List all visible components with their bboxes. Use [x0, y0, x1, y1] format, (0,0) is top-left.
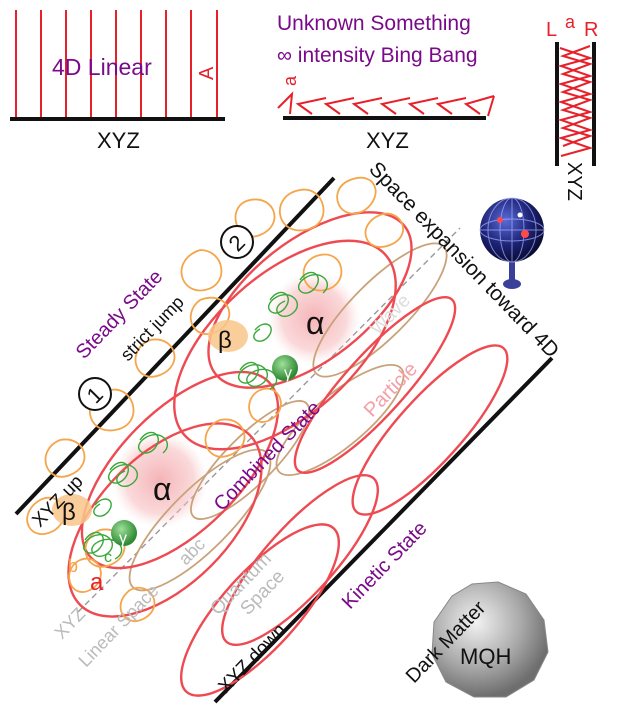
lower-boundary-line [213, 356, 554, 704]
lar-r-label: R [584, 19, 598, 41]
xyz-left-label: XYZ [97, 128, 140, 153]
lar-panel: L a R XYZ [546, 12, 598, 201]
mqh-label: MQH [460, 644, 511, 669]
space-expansion-label: Space expansion toward 4D [364, 157, 563, 362]
alpha-upper-label: α [306, 305, 325, 341]
alpha-lower-label: α [153, 471, 172, 507]
marker-1: 1 [78, 377, 112, 411]
xyz-middle-label: XYZ [366, 128, 409, 153]
unknown-a-label: a [280, 75, 300, 86]
green-squiggles [83, 271, 329, 560]
linear-title: 4D Linear [52, 54, 152, 80]
globe-icon [479, 197, 545, 289]
marker-2: 2 [220, 225, 254, 259]
b-label: b [68, 556, 78, 576]
beta-blob-upper [208, 320, 248, 352]
dark-matter-sphere: MQH Dark Matter [402, 581, 549, 698]
abc-label: abc [174, 534, 209, 569]
orange-loops [26, 177, 404, 622]
linear-a-label: A [196, 66, 218, 80]
beta-lower-label: β [62, 499, 76, 526]
xyz-down-label: XYZ down [214, 620, 290, 698]
xyz-right-label: XYZ [563, 162, 585, 201]
beta-upper-label: β [218, 327, 232, 354]
linear-4d-panel: 4D Linear A XYZ [10, 10, 225, 153]
linear-space-label: Linear Space [74, 581, 162, 671]
lar-l-label: L [546, 19, 557, 41]
a-label: a [90, 569, 104, 596]
xyz-linear-space-label: XYZ [50, 604, 89, 643]
unknown-line1: Unknown Something [277, 12, 471, 35]
kinetic-state-label: Kinetic State [338, 517, 432, 613]
pink-glow-lower [112, 432, 208, 528]
lar-a-label: a [565, 12, 576, 32]
gamma-upper-label: γ [284, 365, 292, 382]
pink-glow-upper [268, 272, 360, 364]
c-label: c [104, 549, 112, 566]
gamma-lower-label: γ [119, 530, 127, 547]
unknown-something-panel: Unknown Something ∞ intensity Bing Bang … [277, 12, 495, 153]
upper-boundary-line [14, 176, 336, 516]
beta-blob-lower [52, 494, 92, 526]
unknown-line2: ∞ intensity Bing Bang [277, 44, 478, 67]
gamma-ball-lower [111, 520, 137, 546]
gamma-ball-upper [272, 355, 298, 381]
